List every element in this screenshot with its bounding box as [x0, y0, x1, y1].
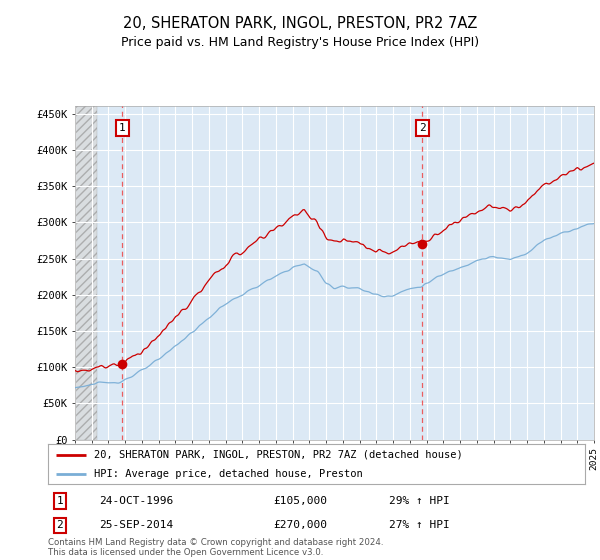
Bar [75, 106, 97, 440]
Text: 2: 2 [419, 123, 425, 133]
Text: Contains HM Land Registry data © Crown copyright and database right 2024.
This d: Contains HM Land Registry data © Crown c… [48, 538, 383, 557]
Text: 20, SHERATON PARK, INGOL, PRESTON, PR2 7AZ (detached house): 20, SHERATON PARK, INGOL, PRESTON, PR2 7… [94, 450, 463, 460]
Text: 25-SEP-2014: 25-SEP-2014 [99, 520, 173, 530]
Text: Price paid vs. HM Land Registry's House Price Index (HPI): Price paid vs. HM Land Registry's House … [121, 36, 479, 49]
Text: 1: 1 [119, 123, 125, 133]
Text: 24-OCT-1996: 24-OCT-1996 [99, 496, 173, 506]
Text: HPI: Average price, detached house, Preston: HPI: Average price, detached house, Pres… [94, 469, 362, 479]
Text: 1: 1 [56, 496, 63, 506]
Text: £105,000: £105,000 [274, 496, 328, 506]
Text: 2: 2 [56, 520, 63, 530]
Text: £270,000: £270,000 [274, 520, 328, 530]
Text: 20, SHERATON PARK, INGOL, PRESTON, PR2 7AZ: 20, SHERATON PARK, INGOL, PRESTON, PR2 7… [123, 16, 477, 31]
Text: 29% ↑ HPI: 29% ↑ HPI [389, 496, 450, 506]
Text: 27% ↑ HPI: 27% ↑ HPI [389, 520, 450, 530]
